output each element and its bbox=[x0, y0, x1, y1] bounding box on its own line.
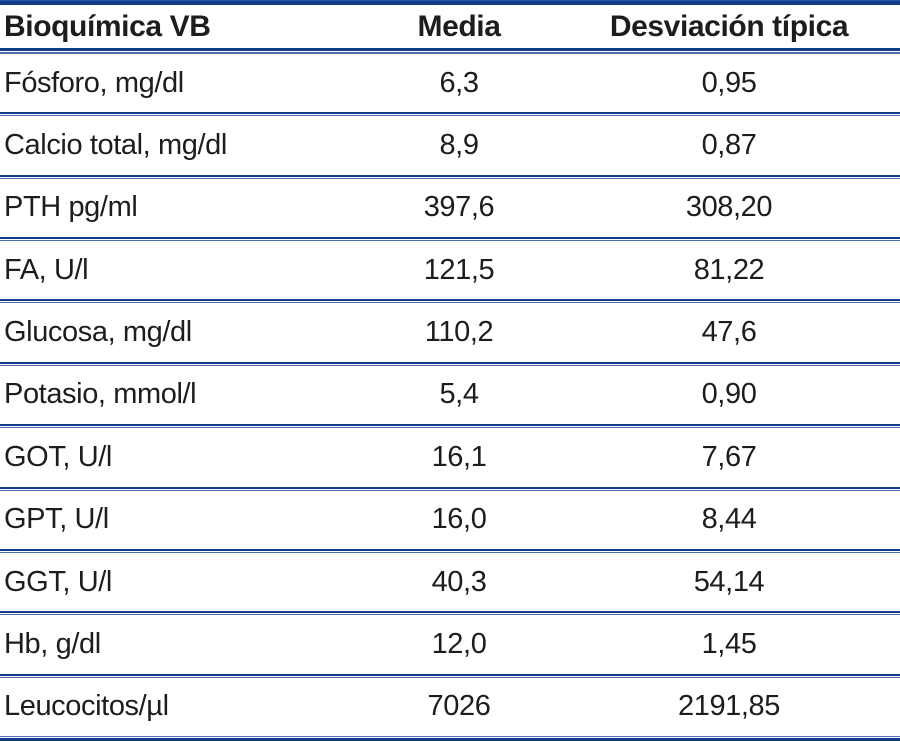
sd-value: 7,67 bbox=[701, 440, 757, 473]
header-divider bbox=[0, 48, 900, 54]
row-divider bbox=[0, 174, 900, 179]
row-divider bbox=[0, 611, 900, 616]
row-divider bbox=[0, 424, 900, 429]
table-row: GPT, U/l 16,0 8,44 bbox=[0, 491, 900, 549]
row-label: Potasio, mmol/l bbox=[4, 378, 197, 411]
media-value: 5,4 bbox=[439, 378, 479, 411]
sd-value: 0,90 bbox=[701, 378, 757, 411]
media-value: 110,2 bbox=[424, 316, 494, 349]
media-value: 8,9 bbox=[439, 129, 479, 162]
table-top-rule bbox=[0, 0, 900, 5]
media-value: 7026 bbox=[427, 690, 491, 723]
table-header-row: Bioquímica VB Media Desviación típica bbox=[0, 5, 900, 48]
row-label: GPT, U/l bbox=[4, 503, 109, 536]
row-label: FA, U/l bbox=[4, 253, 89, 286]
row-label: GOT, U/l bbox=[4, 440, 112, 473]
row-label: Leucocitos/µl bbox=[4, 690, 169, 723]
row-label: Fósforo, mg/dl bbox=[4, 66, 184, 99]
sd-value: 1,45 bbox=[701, 627, 757, 660]
row-divider bbox=[0, 673, 900, 678]
media-value: 397,6 bbox=[423, 191, 495, 224]
sd-value: 2191,85 bbox=[677, 690, 781, 723]
sd-value: 0,95 bbox=[701, 66, 757, 99]
media-value: 16,0 bbox=[431, 503, 487, 536]
row-divider bbox=[0, 237, 900, 242]
table-row: GOT, U/l 16,1 7,67 bbox=[0, 428, 900, 486]
table-bottom-rule bbox=[0, 736, 900, 741]
row-label: Calcio total, mg/dl bbox=[4, 129, 227, 162]
media-value: 12,0 bbox=[431, 627, 487, 660]
table-row: Fósforo, mg/dl 6,3 0,95 bbox=[0, 54, 900, 112]
table-row: GGT, U/l 40,3 54,14 bbox=[0, 553, 900, 611]
sd-value: 54,14 bbox=[693, 565, 765, 598]
sd-value: 0,87 bbox=[701, 129, 757, 162]
media-value: 16,1 bbox=[431, 440, 487, 473]
media-value: 121,5 bbox=[423, 253, 495, 286]
table-row: Leucocitos/µl 7026 2191,85 bbox=[0, 678, 900, 736]
row-label: GGT, U/l bbox=[4, 565, 112, 598]
sd-value: 308,20 bbox=[685, 191, 773, 224]
table-body: Fósforo, mg/dl 6,3 0,95 Calcio total, mg… bbox=[0, 54, 900, 736]
table-row: Calcio total, mg/dl 8,9 0,87 bbox=[0, 116, 900, 174]
table-row: FA, U/l 121,5 81,22 bbox=[0, 241, 900, 299]
sd-value: 81,22 bbox=[693, 253, 765, 286]
row-divider bbox=[0, 112, 900, 117]
row-label: PTH pg/ml bbox=[4, 191, 138, 224]
column-header-bioquimica: Bioquímica VB bbox=[4, 9, 211, 43]
column-header-desviacion: Desviación típica bbox=[609, 9, 849, 43]
row-label: Hb, g/dl bbox=[4, 627, 101, 660]
row-divider bbox=[0, 486, 900, 491]
table-row: Glucosa, mg/dl 110,2 47,6 bbox=[0, 303, 900, 361]
table-row: Hb, g/dl 12,0 1,45 bbox=[0, 615, 900, 673]
row-divider bbox=[0, 361, 900, 366]
row-label: Glucosa, mg/dl bbox=[4, 316, 192, 349]
row-divider bbox=[0, 299, 900, 304]
media-value: 6,3 bbox=[439, 66, 479, 99]
row-divider bbox=[0, 548, 900, 553]
sd-value: 8,44 bbox=[701, 503, 757, 536]
table-row: PTH pg/ml 397,6 308,20 bbox=[0, 179, 900, 237]
sd-value: 47,6 bbox=[701, 316, 757, 349]
table-row: Potasio, mmol/l 5,4 0,90 bbox=[0, 366, 900, 424]
media-value: 40,3 bbox=[431, 565, 487, 598]
column-header-media: Media bbox=[417, 9, 501, 43]
